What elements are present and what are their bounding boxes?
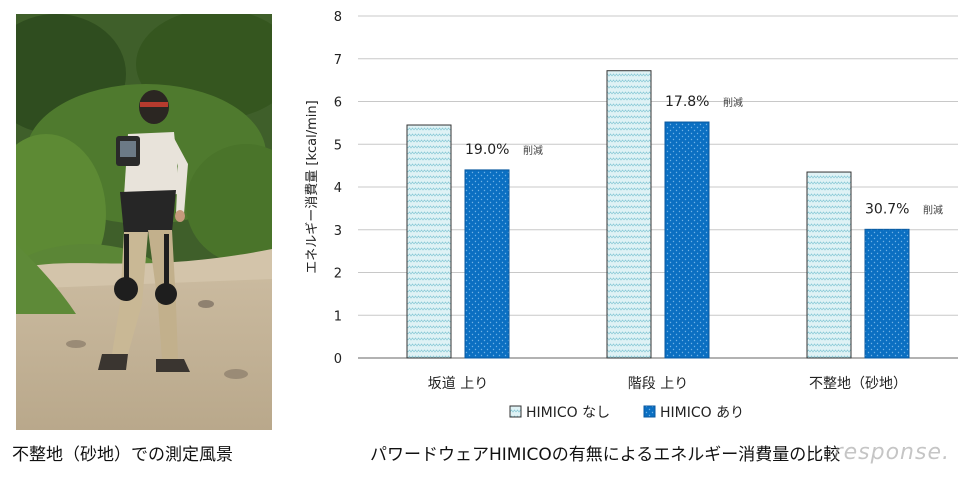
y-tick-label: 3 (334, 224, 342, 239)
x-tick-label: 階段 上り (628, 376, 688, 392)
y-tick-label: 6 (334, 96, 342, 111)
y-tick-label: 4 (334, 181, 342, 196)
legend-swatch (509, 405, 522, 418)
bar (406, 124, 452, 359)
reduction-suffix: 削減 (923, 203, 943, 216)
bar (606, 70, 652, 359)
bar (464, 169, 510, 359)
watermark: response. (833, 440, 950, 465)
legend: HIMICO なし HIMICO あり (509, 405, 744, 421)
bar (664, 121, 710, 359)
reduction-labels: 19.0% 削減 17.8% 削減 30.7% 削減 (465, 94, 943, 217)
y-tick-label: 8 (334, 10, 342, 25)
gridlines (358, 15, 958, 359)
x-tick-label: 坂道 上り (428, 376, 488, 392)
reduction-suffix: 削減 (523, 144, 543, 157)
photo-caption: 不整地（砂地）での測定風景 (12, 445, 233, 465)
legend-label: HIMICO なし (526, 405, 610, 421)
x-tick-labels: 坂道 上り 階段 上り 不整地（砂地） (428, 376, 907, 392)
bar (864, 228, 910, 359)
reduction-label: 17.8% (665, 94, 709, 110)
chart-caption: パワードウェアHIMICOの有無によるエネルギー消費量の比較 (370, 445, 841, 465)
legend-label: HIMICO あり (660, 405, 744, 421)
y-tick-label: 0 (334, 352, 342, 367)
y-tick-label: 5 (334, 138, 342, 153)
y-tick-label: 7 (334, 53, 342, 68)
x-tick-label: 不整地（砂地） (809, 376, 907, 392)
reduction-suffix: 削減 (723, 96, 743, 109)
y-tick-label: 2 (334, 267, 342, 282)
reduction-label: 19.0% (465, 142, 509, 158)
reduction-label: 30.7% (865, 201, 909, 217)
y-tick-labels: 0 1 2 3 4 5 6 7 8 (334, 10, 342, 367)
field-test-photo (16, 14, 272, 430)
legend-swatch (643, 405, 656, 418)
bars (406, 70, 910, 359)
y-tick-label: 1 (334, 309, 342, 324)
bar (806, 171, 852, 359)
photo-illustration (16, 14, 272, 430)
y-axis-label: エネルギー消費量 [kcal/min] (305, 100, 320, 273)
